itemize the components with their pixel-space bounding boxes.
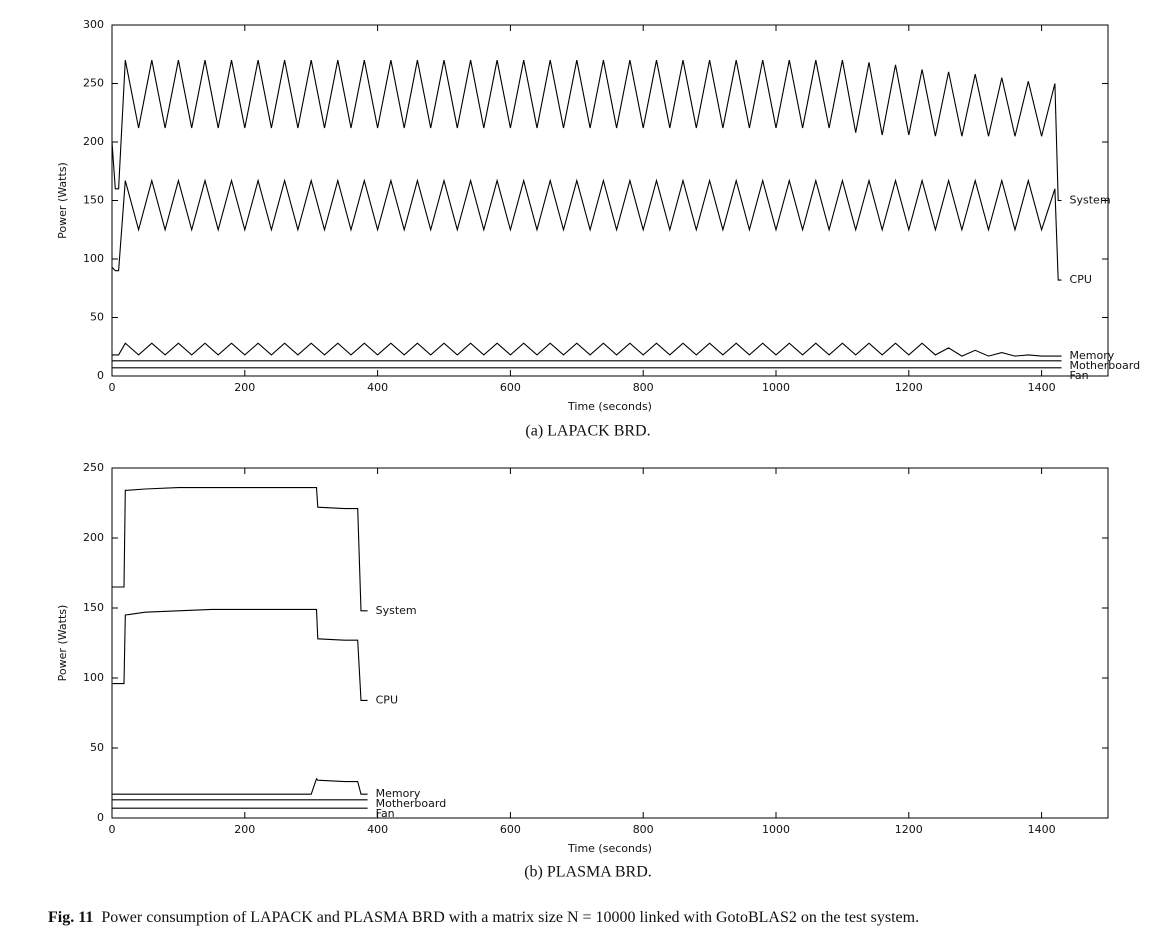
series-label: Motherboard <box>1070 359 1141 372</box>
x-tick-label: 0 <box>109 381 116 394</box>
series-label: Fan <box>1070 369 1089 382</box>
y-axis-label: Power (Watts) <box>56 162 69 239</box>
x-tick-label: 1400 <box>1028 381 1056 394</box>
y-tick-label: 0 <box>97 369 104 382</box>
x-tick-label: 0 <box>109 823 116 836</box>
y-tick-label: 100 <box>83 252 104 265</box>
x-tick-label: 800 <box>633 381 654 394</box>
x-tick-label: 400 <box>367 823 388 836</box>
y-tick-label: 250 <box>83 461 104 474</box>
series-label: System <box>1070 194 1111 207</box>
x-tick-label: 200 <box>234 381 255 394</box>
x-tick-label: 1000 <box>762 823 790 836</box>
y-tick-label: 250 <box>83 77 104 90</box>
series-line <box>111 178 1062 281</box>
chart-caption: (b) PLASMA BRD. <box>524 864 652 881</box>
chart-caption: (a) LAPACK BRD. <box>525 423 650 440</box>
figure-label: Fig. 11 <box>48 909 93 926</box>
y-tick-label: 300 <box>83 18 104 31</box>
x-tick-label: 1200 <box>895 381 923 394</box>
series-label: CPU <box>376 693 398 706</box>
figure-caption-text: Power consumption of LAPACK and PLASMA B… <box>101 909 919 926</box>
series-line <box>112 608 368 701</box>
y-tick-label: 150 <box>83 194 104 207</box>
series-label: Fan <box>376 807 395 820</box>
y-tick-label: 100 <box>83 671 104 684</box>
x-tick-label: 1000 <box>762 381 790 394</box>
plot-frame <box>111 467 1109 819</box>
series-label: Motherboard <box>376 797 447 810</box>
x-tick-label: 1400 <box>1028 823 1056 836</box>
figure-caption: Fig. 11 Power consumption of LAPACK and P… <box>48 909 919 926</box>
x-tick-label: 1200 <box>895 823 923 836</box>
x-tick-label: 400 <box>367 381 388 394</box>
y-tick-label: 50 <box>90 311 104 324</box>
y-tick-label: 0 <box>97 811 104 824</box>
x-axis-label: Time (seconds) <box>567 400 652 413</box>
y-axis-label: Power (Watts) <box>56 605 69 682</box>
x-tick-label: 800 <box>633 823 654 836</box>
series-line <box>112 777 368 795</box>
y-tick-label: 50 <box>90 741 104 754</box>
y-tick-label: 150 <box>83 601 104 614</box>
y-tick-label: 200 <box>83 531 104 544</box>
x-axis-label: Time (seconds) <box>567 842 652 855</box>
series-label: System <box>376 604 417 617</box>
series-line <box>112 342 1062 357</box>
x-tick-label: 600 <box>500 823 521 836</box>
x-tick-label: 600 <box>500 381 521 394</box>
series-label: Memory <box>1070 349 1115 362</box>
y-tick-label: 200 <box>83 135 104 148</box>
x-tick-label: 200 <box>234 823 255 836</box>
series-label: CPU <box>1070 273 1092 286</box>
series-line <box>111 59 1062 202</box>
series-label: Memory <box>376 787 421 800</box>
series-line <box>112 487 368 612</box>
